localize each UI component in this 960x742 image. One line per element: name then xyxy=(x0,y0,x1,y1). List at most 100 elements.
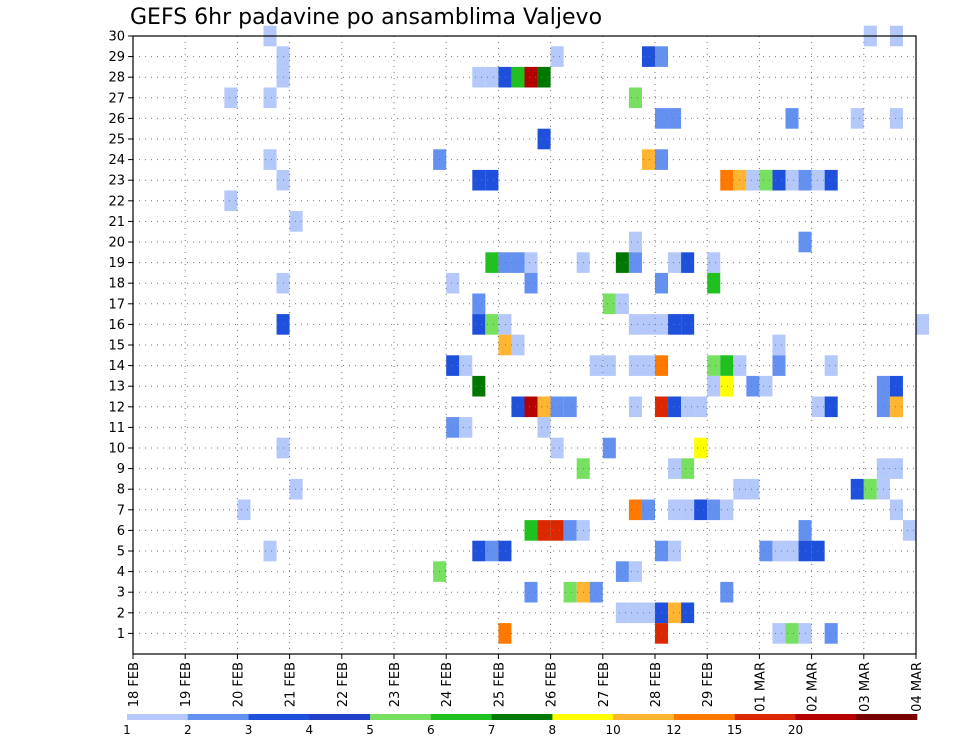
precip-cell xyxy=(589,581,603,603)
x-tick-label: 01 MAR xyxy=(753,662,768,712)
y-tick-label: 12 xyxy=(108,400,125,415)
precip-cell xyxy=(707,272,721,294)
precip-cell xyxy=(889,375,903,397)
precip-cell xyxy=(889,108,903,129)
precip-cell xyxy=(668,602,682,624)
precip-cell xyxy=(472,169,486,191)
precip-cell xyxy=(641,499,655,521)
precip-cell xyxy=(263,149,277,170)
y-tick-label: 29 xyxy=(108,50,125,65)
precip-cell xyxy=(498,623,512,644)
y-tick-label: 3 xyxy=(117,586,125,601)
precip-cell xyxy=(628,252,642,273)
grid-lines xyxy=(133,35,916,654)
y-tick-label: 24 xyxy=(108,153,125,168)
precip-cell xyxy=(720,581,734,603)
precip-cell xyxy=(615,602,629,624)
y-tick-label: 21 xyxy=(108,215,125,230)
x-tick-label: 29 FEB xyxy=(701,662,716,707)
colorbar-swatch xyxy=(370,714,432,720)
precip-cell xyxy=(811,396,825,418)
precip-cell xyxy=(459,355,473,376)
colorbar-label: 15 xyxy=(727,723,742,737)
y-tick-label: 2 xyxy=(117,606,125,621)
precip-cell xyxy=(446,272,460,294)
precip-cell xyxy=(485,66,499,88)
precip-cell xyxy=(668,108,682,129)
precip-cell xyxy=(850,108,864,129)
colorbar-swatch xyxy=(309,714,371,720)
precip-cell xyxy=(772,540,786,562)
precip-cell xyxy=(759,169,773,191)
x-tick-label: 21 FEB xyxy=(284,662,299,707)
y-tick-label: 6 xyxy=(117,524,125,539)
colorbar-swatch xyxy=(491,714,553,720)
precip-cell xyxy=(615,252,629,273)
x-tick-label: 04 MAR xyxy=(910,662,925,712)
precip-cell xyxy=(563,581,577,603)
precip-cell xyxy=(759,375,773,397)
precip-cell xyxy=(681,499,695,521)
precip-cell xyxy=(289,478,303,500)
precip-cell xyxy=(889,458,903,479)
precip-cell xyxy=(537,417,551,438)
precip-cell xyxy=(681,602,695,624)
precip-cell xyxy=(263,87,277,109)
precip-cell xyxy=(668,396,682,418)
colorbar-swatch xyxy=(613,714,675,720)
precip-cell xyxy=(668,314,682,335)
precip-cell xyxy=(628,314,642,335)
precip-cell xyxy=(668,540,682,562)
y-tick-label: 4 xyxy=(117,565,125,580)
colorbar-label: 3 xyxy=(245,723,253,737)
precip-cell xyxy=(498,314,512,335)
x-tick-label: 22 FEB xyxy=(336,662,351,707)
precip-cell xyxy=(641,46,655,67)
colorbar-swatch xyxy=(430,714,492,720)
x-tick-label: 24 FEB xyxy=(440,662,455,707)
precip-cell xyxy=(824,169,838,191)
precip-cell xyxy=(785,108,799,129)
y-tick-label: 23 xyxy=(108,174,125,189)
precip-cell xyxy=(785,540,799,562)
x-tick-label: 28 FEB xyxy=(649,662,664,707)
y-tick-label: 14 xyxy=(108,359,125,374)
precip-cell xyxy=(628,87,642,109)
precip-cell xyxy=(524,66,538,88)
precip-cell xyxy=(472,66,486,88)
y-tick-label: 13 xyxy=(108,380,125,395)
precip-cell xyxy=(681,314,695,335)
y-tick-label: 18 xyxy=(108,277,125,292)
precip-cell xyxy=(524,252,538,273)
precip-cell xyxy=(772,334,786,356)
colorbar-label: 8 xyxy=(549,723,557,737)
precip-cell xyxy=(485,314,499,335)
precip-cell xyxy=(720,355,734,376)
precip-cell xyxy=(498,334,512,356)
precip-cell xyxy=(615,561,629,582)
y-tick-label: 7 xyxy=(117,503,125,518)
precip-cell xyxy=(628,355,642,376)
y-axis: 1234567891011121314151617181920212223242… xyxy=(108,30,133,642)
precip-cell xyxy=(746,375,760,397)
precip-cell xyxy=(472,314,486,335)
x-tick-label: 25 FEB xyxy=(492,662,507,707)
precip-cell xyxy=(759,540,773,562)
x-tick-label: 20 FEB xyxy=(231,662,246,707)
precip-cell xyxy=(563,396,577,418)
colorbar-label: 4 xyxy=(305,723,313,737)
y-tick-label: 1 xyxy=(117,627,125,642)
y-tick-label: 22 xyxy=(108,194,125,209)
precip-cell xyxy=(498,66,512,88)
colorbar-swatch xyxy=(734,714,796,720)
precip-cell xyxy=(524,396,538,418)
colorbar-swatch xyxy=(248,714,310,720)
precip-cell xyxy=(446,355,460,376)
precip-cell xyxy=(641,314,655,335)
colorbar-label: 12 xyxy=(666,723,681,737)
precip-cell xyxy=(537,66,551,88)
precip-cell xyxy=(446,417,460,438)
precip-cell xyxy=(707,252,721,273)
precip-cell xyxy=(889,396,903,418)
